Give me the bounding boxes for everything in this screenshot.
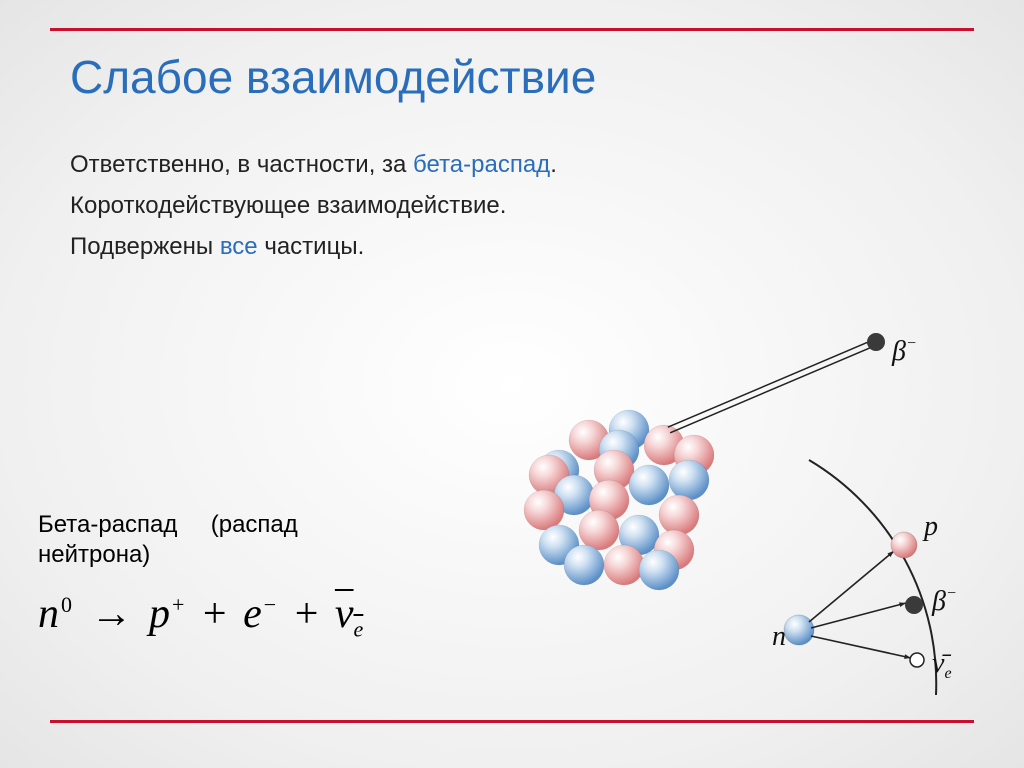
top-rule <box>50 28 974 31</box>
eq-nu: νe <box>335 591 363 637</box>
l1-em: бета-распад <box>413 151 550 178</box>
l1-post: . <box>550 151 557 178</box>
eq-plus-2: + <box>289 591 325 637</box>
l1-pre: Ответственно, в частности, за <box>70 151 413 178</box>
eq-p-sup: + <box>170 592 186 617</box>
l3-post: частицы. <box>258 233 365 260</box>
eq-nu-sub: e <box>354 616 364 641</box>
eq-arrow: → <box>85 591 139 637</box>
eq-nu-char: ν <box>335 591 354 637</box>
l3-em: все <box>220 233 258 260</box>
eq-p: p <box>149 591 170 637</box>
svg-text:β−: β− <box>931 585 957 617</box>
slide: Слабое взаимодействие Ответственно, в ча… <box>0 0 1024 768</box>
eq-plus-1: + <box>197 591 233 637</box>
eq-e-sup: − <box>262 592 278 617</box>
eq-e: e <box>243 591 262 637</box>
svg-text:β−: β− <box>891 335 917 367</box>
beta-decay-diagram: β− n p β− ν̄e <box>414 300 1004 730</box>
page-title: Слабое взаимодействие <box>70 50 596 104</box>
eq-n-sup: 0 <box>59 592 74 617</box>
l3-pre: Подвержены <box>70 233 220 260</box>
eq-n: n <box>38 591 59 637</box>
caption-l1: Бета-распад (распад <box>38 510 298 540</box>
body-line-3: Подвержены все частицы. <box>70 227 557 268</box>
body-text: Ответственно, в частности, за бета-распа… <box>70 145 557 267</box>
decay-equation: n0 → p+ + e− + νe <box>38 590 363 642</box>
svg-text:ν̄e: ν̄e <box>932 648 952 682</box>
svg-text:p: p <box>922 511 938 542</box>
decay-caption: Бета-распад (распад нейтрона) <box>38 510 298 570</box>
caption-l2: нейтрона) <box>38 540 298 570</box>
body-line-1: Ответственно, в частности, за бета-распа… <box>70 145 557 186</box>
svg-text:n: n <box>772 621 786 652</box>
body-line-2: Короткодействующее взаимодействие. <box>70 186 557 227</box>
